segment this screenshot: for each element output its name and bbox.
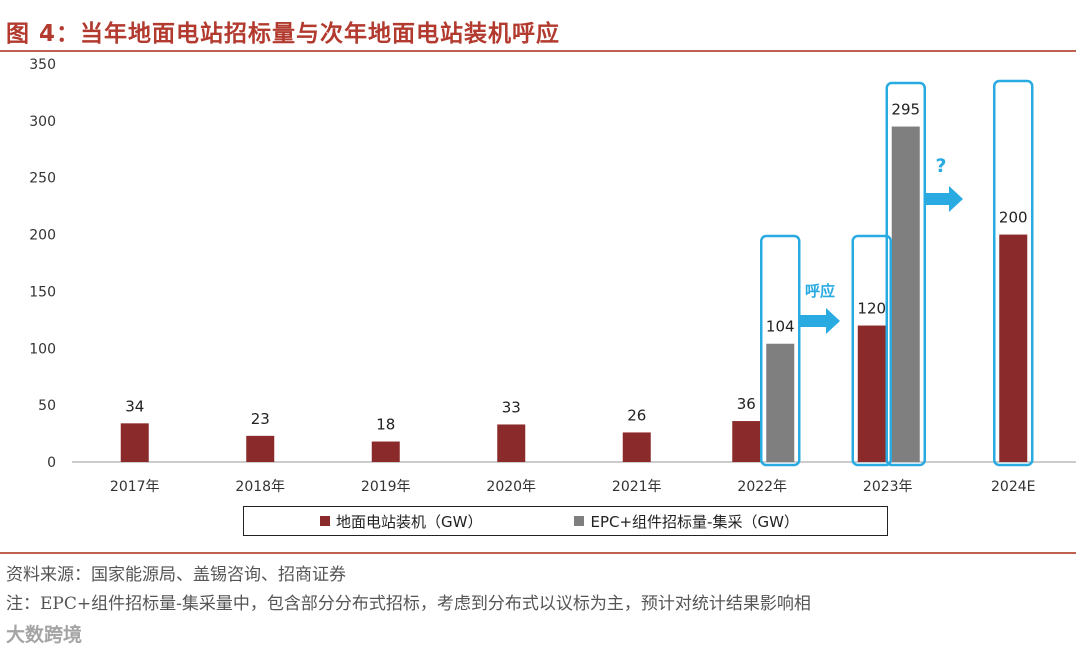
bar-series2: [891, 126, 920, 463]
y-tick-label: 200: [29, 228, 56, 244]
x-tick-label: 2024E: [991, 479, 1035, 495]
legend-item-series2: EPC+组件招标量-集采（GW）: [574, 511, 799, 532]
data-label-series2: 295: [891, 101, 920, 119]
bar-chart: 0 50 100 150 200 250 300 350 34 2017年 23 2018年 18 201…: [29, 57, 1076, 495]
data-label-series1: 26: [627, 406, 646, 424]
highlight-box: [760, 234, 801, 467]
highlight-box: [851, 234, 892, 467]
y-tick-label: 100: [29, 341, 56, 357]
x-tick-label: 2017年: [110, 479, 160, 495]
x-tick-label: 2023年: [863, 479, 913, 495]
bar-series1: [622, 432, 651, 462]
title-divider: [0, 50, 1076, 52]
legend-swatch-series1: [320, 516, 330, 526]
bar-series1: [497, 424, 526, 462]
arrow-right-icon: [800, 308, 840, 334]
arrow-right-icon: [925, 186, 963, 212]
data-label-series1: 34: [125, 397, 144, 415]
x-tick-label: 2021年: [612, 479, 662, 495]
y-tick-label: 300: [29, 114, 56, 130]
data-label-series1: 18: [376, 416, 395, 434]
data-label-series1: 120: [857, 300, 886, 318]
source-text: 资料来源：国家能源局、盖锡咨询、招商证券: [6, 565, 346, 585]
data-label-series2: 104: [766, 318, 795, 336]
data-label-series1: 200: [999, 209, 1028, 227]
legend-label-series2: EPC+组件招标量-集采（GW）: [590, 512, 799, 531]
data-label-series1: 36: [737, 395, 756, 413]
bar-series1: [732, 421, 761, 462]
chart-title: 图 4：当年地面电站招标量与次年地面电站装机呼应: [6, 21, 561, 47]
x-tick-label: 2022年: [737, 479, 787, 495]
note-text: 注：EPC+组件招标量-集采量中，包含部分分布式招标，考虑到分布式以议标为主，预…: [6, 594, 811, 614]
bar-series1: [371, 441, 400, 462]
x-tick-label: 2020年: [486, 479, 536, 495]
annotation-label: 呼应: [805, 282, 835, 300]
y-tick-label: 0: [47, 455, 56, 471]
footer-divider: [0, 552, 1076, 554]
legend-item-series1: 地面电站装机（GW）: [320, 511, 482, 532]
highlight-box: [885, 81, 926, 467]
legend-label-series1: 地面电站装机（GW）: [336, 512, 483, 531]
x-tick-label: 2018年: [235, 479, 285, 495]
chart-legend: 地面电站装机（GW） EPC+组件招标量-集采（GW）: [243, 506, 888, 536]
bar-series1: [857, 325, 886, 462]
y-tick-label: 350: [29, 57, 56, 73]
y-tick-label: 50: [38, 398, 56, 414]
data-label-series1: 23: [251, 410, 270, 428]
highlight-box: [993, 79, 1034, 467]
annotation-label: ?: [935, 155, 946, 177]
y-tick-label: 150: [29, 284, 56, 300]
watermark-text: 大数跨境: [6, 624, 83, 646]
data-label-series1: 33: [502, 398, 521, 416]
bar-series1: [246, 435, 275, 462]
y-tick-label: 250: [29, 171, 56, 187]
bar-series1: [999, 234, 1028, 462]
bar-series2: [766, 343, 795, 462]
bar-series1: [120, 423, 149, 462]
legend-swatch-series2: [574, 516, 585, 526]
x-tick-label: 2019年: [361, 479, 411, 495]
